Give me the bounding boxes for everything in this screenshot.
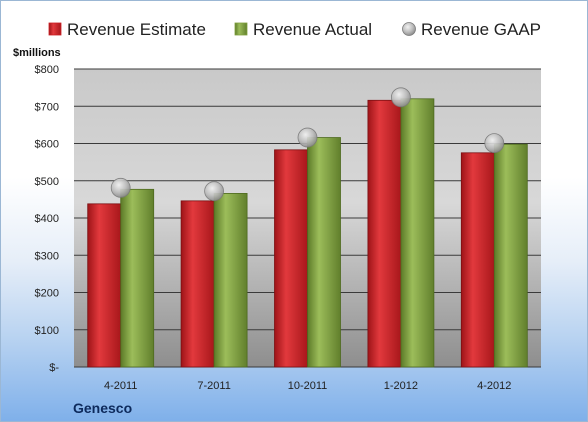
legend-label: Revenue Estimate	[67, 20, 206, 39]
y-tick-label: $100	[35, 325, 59, 337]
x-axis-ticks: 4-2011 7-2011 10-2011 1-2012 4-2012	[104, 380, 511, 392]
bar-revenue-estimate	[460, 152, 495, 368]
y-tick-label: $600	[35, 139, 59, 151]
marker-revenue-gaap	[297, 127, 318, 148]
y-tick-label: $200	[35, 288, 59, 300]
legend-label: Revenue GAAP	[421, 20, 541, 39]
x-tick-label: 10-2011	[288, 380, 328, 392]
bars	[87, 98, 528, 368]
legend-swatch	[48, 22, 62, 36]
x-tick-label: 4-2011	[104, 380, 137, 392]
marker-revenue-gaap	[110, 177, 131, 198]
y-tick-label: $800	[35, 64, 59, 76]
bar-revenue-estimate	[367, 99, 402, 368]
bar-revenue-estimate	[180, 200, 215, 368]
marker-revenue-gaap	[484, 133, 505, 154]
bar-revenue-actual	[307, 137, 341, 368]
bar-revenue-estimate	[87, 203, 122, 368]
company-name: Genesco	[73, 400, 132, 416]
marker-revenue-gaap	[390, 87, 411, 108]
bar-revenue-actual	[213, 193, 248, 368]
x-tick-label: 4-2012	[477, 380, 511, 392]
y-axis-ticks: $- $100 $200 $300 $400 $500 $600 $700 $800	[35, 64, 60, 374]
legend-label: Revenue Actual	[253, 20, 372, 39]
y-tick-label: $400	[35, 213, 59, 225]
x-tick-label: 7-2011	[197, 380, 230, 392]
gaap-markers	[110, 87, 505, 202]
y-tick-label: $700	[35, 101, 59, 113]
y-tick-label: $500	[35, 176, 59, 188]
x-tick-label: 1-2012	[384, 380, 418, 392]
y-tick-label: $300	[35, 250, 59, 262]
marker-revenue-gaap	[204, 181, 225, 202]
bar-revenue-actual	[493, 143, 528, 368]
bar-revenue-estimate	[274, 149, 308, 368]
legend-swatch	[234, 22, 248, 36]
y-axis-label: $millions	[13, 47, 61, 59]
bar-revenue-actual	[120, 188, 155, 368]
bar-revenue-actual	[400, 98, 435, 368]
legend: Revenue Estimate Revenue Actual Revenue GA…	[48, 20, 541, 39]
legend-swatch	[402, 22, 416, 36]
y-tick-label: $-	[49, 362, 59, 374]
